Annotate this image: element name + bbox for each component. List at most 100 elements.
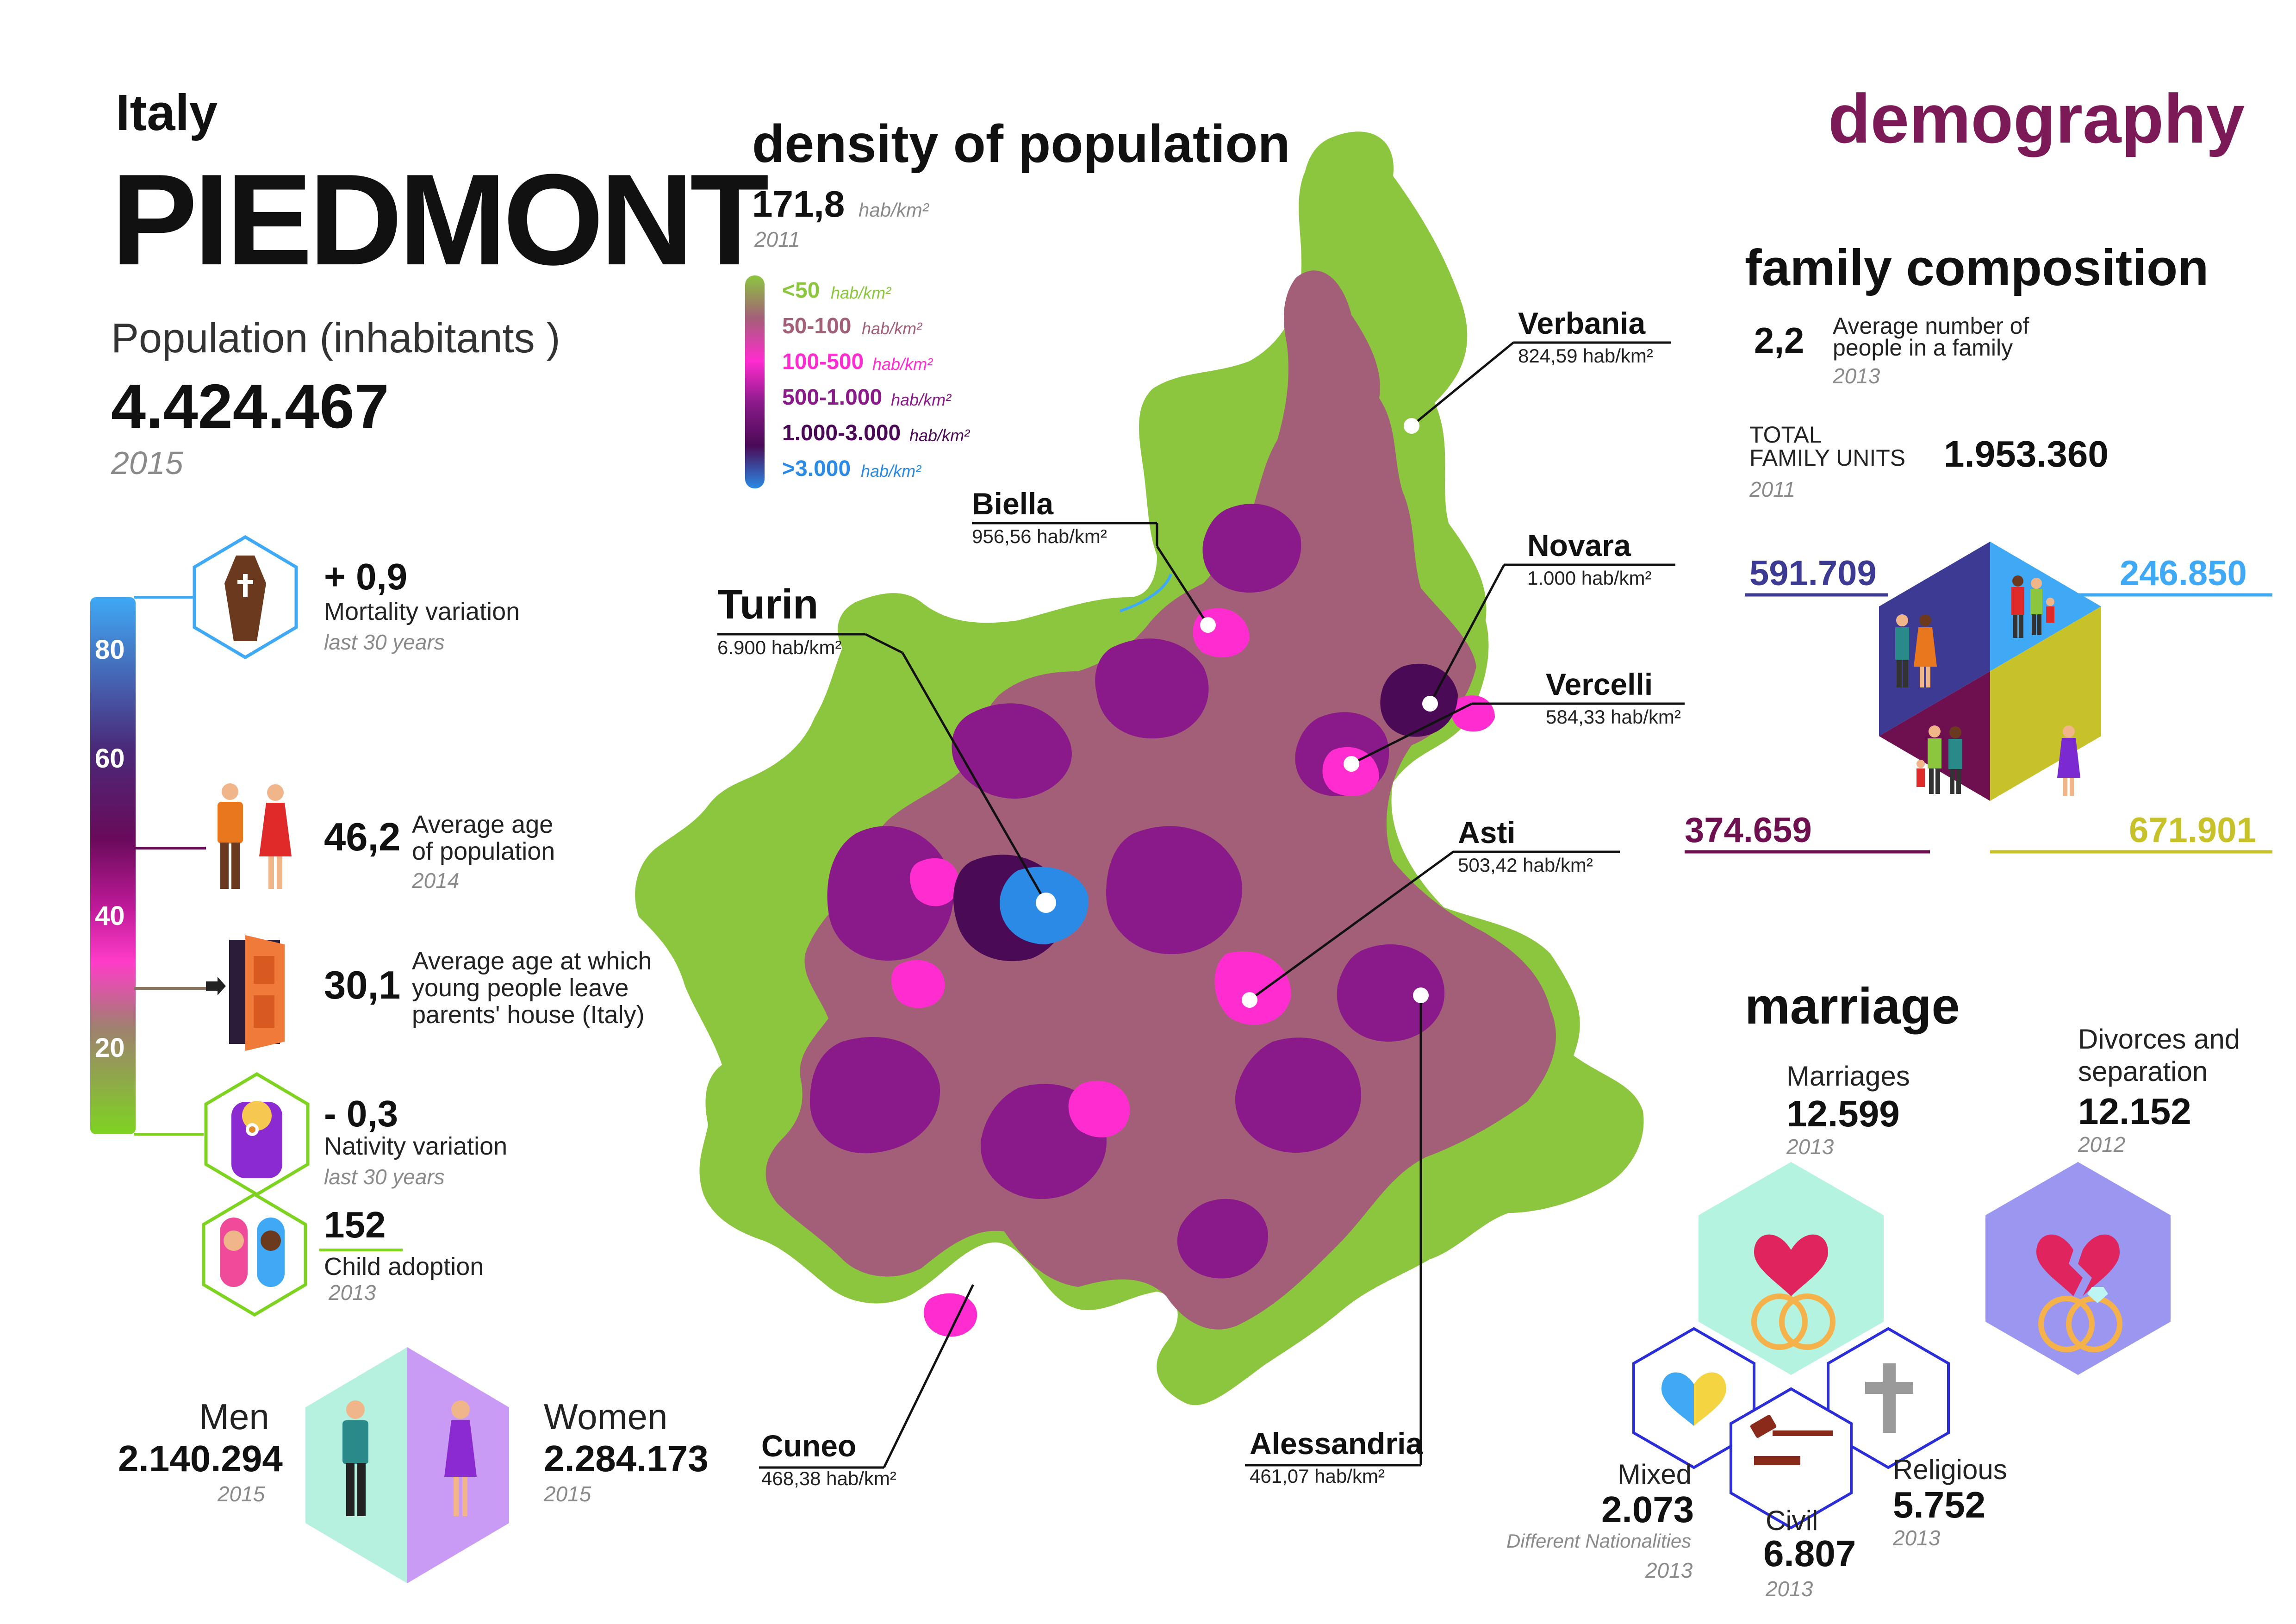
city-biella-name: Biella (972, 487, 1054, 521)
legend-range-4: 500-1.000 (782, 385, 883, 410)
age-tick-80: 80 (95, 635, 125, 665)
marriage-title: marriage (1745, 978, 1960, 1035)
family-hexagon (1685, 542, 2272, 854)
region-title: PIEDMONT (111, 148, 769, 292)
civil-label: Civil (1766, 1505, 1818, 1536)
city-turin-density: 6.900 hab/km² (717, 637, 842, 658)
civil-year: 2013 (1766, 1577, 1813, 1601)
men-value: 2.140.294 (118, 1438, 283, 1479)
legend-unit-4: hab/km² (891, 390, 952, 409)
nativity-value: - 0,3 (324, 1093, 398, 1134)
religious-year: 2013 (1893, 1526, 1941, 1550)
men-label: Men (199, 1396, 269, 1437)
men-year: 2015 (218, 1482, 265, 1506)
legend-range-5: 1.000-3.000 (782, 421, 901, 445)
city-verbania-density: 824,59 hab/km² (1518, 345, 1653, 367)
adoption-label: Child adoption (324, 1253, 484, 1280)
avg-age-value: 46,2 (324, 815, 401, 859)
age-tick-20: 20 (95, 1033, 125, 1063)
family-total-label-1: TOTAL (1749, 422, 1822, 448)
religious-label: Religious (1893, 1454, 2007, 1485)
adoption-year: 2013 (329, 1280, 376, 1305)
divorces-year: 2012 (2078, 1132, 2126, 1156)
leave-home-label-2: young people leave (412, 974, 629, 1002)
population-year: 2015 (111, 445, 183, 481)
city-novara-density: 1.000 hab/km² (1527, 567, 1652, 589)
family-seg-1-value: 591.709 (1749, 554, 1877, 593)
mortality-label: Mortality variation (324, 598, 520, 625)
avg-age-year: 2014 (412, 868, 460, 893)
marriages-year: 2013 (1786, 1135, 1834, 1159)
divorce-hexagon (1985, 1162, 2171, 1375)
mortality-note: last 30 years (324, 630, 445, 654)
nativity-label: Nativity variation (324, 1132, 508, 1160)
city-biella-density: 956,56 hab/km² (972, 525, 1107, 547)
divorces-label-1: Divorces and (2078, 1024, 2240, 1055)
legend-unit-6: hab/km² (861, 462, 921, 481)
section-title: demography (1828, 80, 2245, 157)
age-tick-40: 40 (95, 901, 125, 931)
civil-value: 6.807 (1763, 1533, 1856, 1574)
population-label: Population (inhabitants ) (111, 315, 560, 362)
mixed-hexagon (1632, 1327, 1755, 1469)
legend-unit-2: hab/km² (862, 319, 922, 338)
women-value: 2.284.173 (544, 1438, 709, 1479)
marriages-value: 12.599 (1786, 1093, 1900, 1134)
legend-range-1: <50 (782, 278, 820, 303)
city-asti-density: 503,42 hab/km² (1458, 854, 1593, 876)
adoption-value: 152 (324, 1204, 386, 1245)
city-alessandria-density: 461,07 hab/km² (1250, 1465, 1385, 1487)
city-turin-name: Turin (717, 581, 819, 628)
city-alessandria-name: Alessandria (1250, 1426, 1423, 1461)
legend-range-3: 100-500 (782, 350, 864, 374)
legend-unit-5: hab/km² (909, 426, 970, 445)
city-vercelli-density: 584,33 hab/km² (1546, 706, 1681, 728)
country-title: Italy (116, 84, 218, 141)
density-value: 171,8 (752, 183, 845, 225)
legend-unit-3: hab/km² (872, 355, 933, 374)
divorces-label-2: separation (2078, 1056, 2208, 1087)
population-value: 4.424.467 (111, 371, 389, 441)
family-total-value: 1.953.360 (1944, 433, 2109, 475)
family-seg-4-value: 671.901 (2129, 811, 2256, 850)
family-total-year: 2011 (1749, 477, 1795, 501)
family-title: family composition (1745, 239, 2209, 296)
age-scale-bar (90, 596, 403, 1251)
leave-home-label-1: Average age at which (412, 947, 652, 975)
religious-hexagon (1827, 1327, 1950, 1469)
door-icon (206, 935, 285, 1051)
density-unit: hab/km² (859, 199, 929, 221)
city-verbania-name: Verbania (1518, 306, 1646, 340)
legend-range-2: 50-100 (782, 314, 852, 338)
coffin-icon (193, 535, 298, 660)
city-markers (717, 341, 1685, 1469)
women-label: Women (544, 1396, 668, 1437)
piedmont-map (635, 131, 1644, 1405)
family-avg-label-1: Average number of (1833, 313, 2029, 339)
women-year: 2015 (544, 1482, 591, 1506)
city-cuneo-density: 468,38 hab/km² (761, 1468, 896, 1489)
mixed-label: Mixed (1618, 1459, 1692, 1490)
city-cuneo-name: Cuneo (761, 1429, 857, 1463)
couple-icon (218, 783, 292, 889)
leave-home-label-3: parents' house (Italy) (412, 1001, 645, 1029)
civil-hexagon (1730, 1387, 1853, 1530)
age-tick-60: 60 (95, 743, 125, 774)
city-novara-name: Novara (1527, 528, 1631, 562)
family-total-label-2: FAMILY UNITS (1749, 445, 1906, 471)
family-seg-2-value: 246.850 (2120, 554, 2247, 593)
children-icon (202, 1192, 307, 1317)
mixed-value: 2.073 (1601, 1489, 1694, 1530)
baby-icon (204, 1072, 310, 1197)
legend-range-6: >3.000 (782, 456, 851, 481)
marriage-hexagon (1699, 1162, 1884, 1375)
family-avg-year: 2013 (1833, 364, 1880, 388)
family-avg-value: 2,2 (1754, 320, 1804, 361)
marriages-label: Marriages (1786, 1061, 1910, 1092)
avg-age-label-2: of population (412, 837, 555, 865)
legend-unit-1: hab/km² (831, 283, 891, 302)
density-year: 2011 (754, 227, 800, 251)
gender-hexagon (305, 1347, 509, 1583)
nativity-note: last 30 years (324, 1165, 445, 1189)
